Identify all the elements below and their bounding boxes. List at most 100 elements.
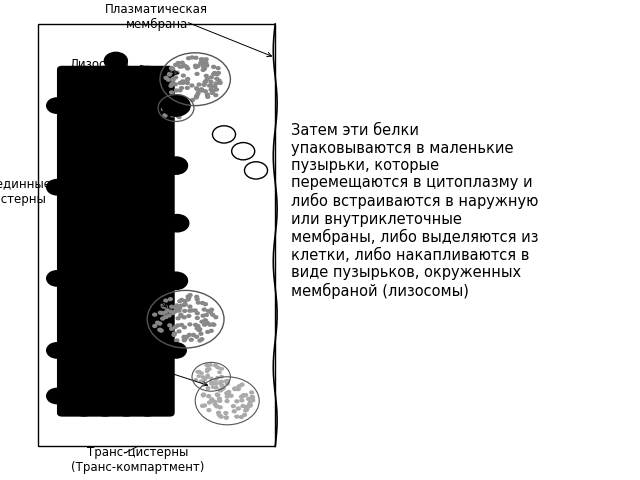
- Circle shape: [179, 314, 183, 317]
- Circle shape: [201, 376, 204, 378]
- Circle shape: [188, 309, 192, 312]
- Circle shape: [214, 316, 218, 319]
- Circle shape: [185, 336, 189, 338]
- Circle shape: [215, 383, 218, 385]
- Circle shape: [194, 66, 198, 69]
- Circle shape: [210, 398, 214, 401]
- Circle shape: [178, 307, 182, 310]
- Circle shape: [180, 324, 184, 326]
- Circle shape: [201, 65, 205, 68]
- Circle shape: [171, 79, 175, 82]
- Circle shape: [204, 90, 207, 93]
- Circle shape: [164, 315, 168, 318]
- Circle shape: [216, 411, 220, 414]
- Circle shape: [177, 115, 180, 118]
- Circle shape: [196, 324, 200, 327]
- Circle shape: [214, 88, 218, 91]
- Circle shape: [188, 334, 191, 336]
- Circle shape: [184, 65, 188, 68]
- Circle shape: [216, 67, 220, 70]
- Circle shape: [204, 74, 208, 77]
- Circle shape: [159, 329, 163, 332]
- Circle shape: [164, 315, 168, 318]
- Circle shape: [216, 73, 220, 76]
- Circle shape: [187, 314, 191, 317]
- Circle shape: [214, 82, 218, 85]
- Circle shape: [180, 111, 184, 113]
- Circle shape: [167, 103, 170, 106]
- Circle shape: [218, 397, 221, 400]
- Circle shape: [179, 109, 182, 111]
- Circle shape: [161, 305, 165, 308]
- Circle shape: [168, 72, 172, 74]
- Circle shape: [182, 326, 186, 329]
- Circle shape: [217, 367, 220, 369]
- Circle shape: [213, 403, 217, 406]
- Circle shape: [183, 300, 187, 302]
- Circle shape: [166, 215, 189, 232]
- Circle shape: [233, 388, 237, 391]
- Circle shape: [200, 380, 204, 383]
- Circle shape: [212, 65, 216, 68]
- Bar: [38, 24, 275, 446]
- Circle shape: [216, 376, 219, 379]
- Circle shape: [169, 310, 173, 313]
- Circle shape: [195, 95, 199, 97]
- Circle shape: [201, 69, 205, 72]
- Circle shape: [210, 308, 214, 311]
- Circle shape: [185, 107, 188, 109]
- Circle shape: [178, 101, 181, 104]
- Circle shape: [47, 98, 67, 113]
- Circle shape: [195, 298, 199, 300]
- Circle shape: [245, 408, 249, 411]
- Circle shape: [235, 400, 239, 403]
- Circle shape: [180, 106, 184, 108]
- Circle shape: [200, 301, 204, 304]
- Circle shape: [186, 298, 190, 301]
- Circle shape: [211, 323, 215, 326]
- Circle shape: [178, 82, 182, 84]
- Circle shape: [206, 368, 209, 370]
- Circle shape: [213, 85, 217, 88]
- Circle shape: [207, 401, 211, 404]
- Circle shape: [235, 415, 239, 418]
- Circle shape: [227, 391, 230, 394]
- Circle shape: [196, 88, 200, 91]
- Circle shape: [202, 308, 206, 311]
- Circle shape: [178, 112, 181, 114]
- Circle shape: [194, 56, 198, 59]
- Circle shape: [180, 65, 184, 68]
- Circle shape: [176, 317, 180, 320]
- Circle shape: [173, 102, 177, 105]
- Circle shape: [193, 324, 197, 326]
- Circle shape: [245, 406, 249, 409]
- Circle shape: [244, 394, 248, 396]
- Circle shape: [178, 65, 182, 68]
- Circle shape: [211, 92, 214, 95]
- Circle shape: [182, 64, 186, 67]
- Circle shape: [186, 78, 189, 81]
- Circle shape: [204, 303, 207, 306]
- Circle shape: [195, 312, 199, 315]
- Circle shape: [200, 58, 204, 61]
- Circle shape: [203, 404, 207, 407]
- Circle shape: [153, 313, 157, 316]
- Circle shape: [173, 103, 176, 105]
- Circle shape: [244, 406, 248, 408]
- Circle shape: [218, 406, 222, 409]
- Circle shape: [163, 305, 167, 308]
- Circle shape: [183, 310, 187, 312]
- Circle shape: [248, 400, 252, 403]
- FancyBboxPatch shape: [141, 66, 175, 417]
- Circle shape: [196, 371, 199, 373]
- Circle shape: [166, 343, 186, 358]
- Circle shape: [199, 380, 202, 383]
- Circle shape: [242, 394, 246, 397]
- Circle shape: [200, 338, 204, 341]
- Circle shape: [203, 323, 207, 326]
- Circle shape: [209, 81, 213, 84]
- Circle shape: [225, 380, 229, 383]
- Circle shape: [178, 107, 181, 109]
- Circle shape: [251, 399, 255, 402]
- Text: Транс-цистерны
(Транс-компартмент): Транс-цистерны (Транс-компартмент): [71, 446, 204, 474]
